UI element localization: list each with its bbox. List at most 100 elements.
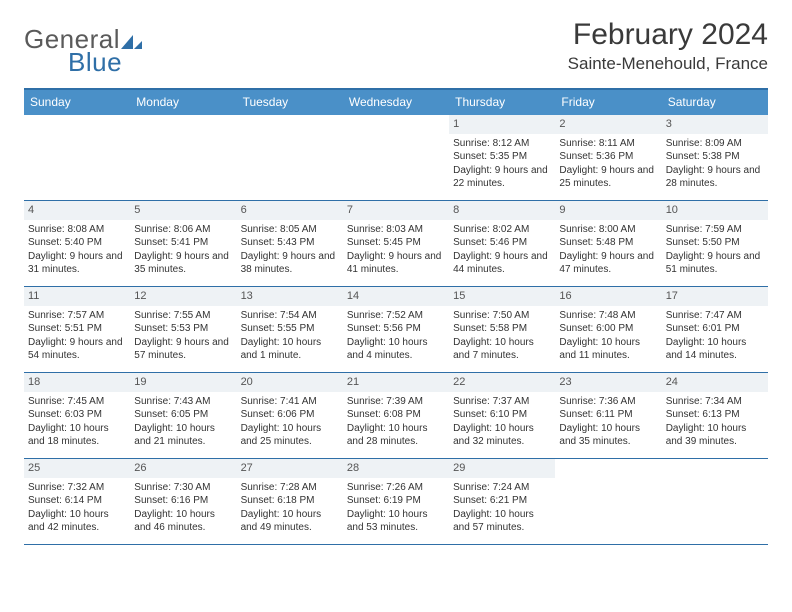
day-cell: 8 Sunrise: 8:02 AMSunset: 5:46 PMDaylight… — [449, 201, 555, 286]
sunrise-line: Sunrise: 7:54 AM — [241, 309, 339, 323]
day-body: Sunrise: 7:36 AMSunset: 6:11 PMDaylight:… — [559, 395, 657, 449]
sunrise-line: Sunrise: 7:47 AM — [666, 309, 764, 323]
sunrise-line: Sunrise: 8:11 AM — [559, 137, 657, 151]
day-cell: 12Sunrise: 7:55 AMSunset: 5:53 PMDayligh… — [130, 287, 236, 372]
day-number: 8 — [449, 201, 555, 220]
daylight-line: Daylight: 10 hours and 57 minutes. — [453, 508, 551, 535]
day-cell: 13Sunrise: 7:54 AMSunset: 5:55 PMDayligh… — [237, 287, 343, 372]
day-cell: 27Sunrise: 7:28 AMSunset: 6:18 PMDayligh… — [237, 459, 343, 544]
day-body: Sunrise: 7:39 AMSunset: 6:08 PMDaylight:… — [347, 395, 445, 449]
day-cell: 11Sunrise: 7:57 AMSunset: 5:51 PMDayligh… — [24, 287, 130, 372]
day-body: Sunrise: 8:09 AMSunset: 5:38 PMDaylight:… — [666, 137, 764, 191]
sunset-line: Sunset: 6:21 PM — [453, 494, 551, 508]
day-cell: 21Sunrise: 7:39 AMSunset: 6:08 PMDayligh… — [343, 373, 449, 458]
weeks-container: 1Sunrise: 8:12 AMSunset: 5:35 PMDaylight… — [24, 115, 768, 545]
sunset-line: Sunset: 5:53 PM — [134, 322, 232, 336]
day-cell: 22Sunrise: 7:37 AMSunset: 6:10 PMDayligh… — [449, 373, 555, 458]
title-block: February 2024 Sainte-Menehould, France — [568, 18, 768, 74]
day-body: Sunrise: 7:32 AMSunset: 6:14 PMDaylight:… — [28, 481, 126, 535]
day-number: 29 — [449, 459, 555, 478]
sunrise-line: Sunrise: 7:39 AM — [347, 395, 445, 409]
day-number: 19 — [130, 373, 236, 392]
header: GeneralBlue February 2024 Sainte-Menehou… — [24, 18, 768, 78]
dow-cell: Thursday — [449, 90, 555, 115]
day-body: Sunrise: 8:06 AMSunset: 5:41 PMDaylight:… — [134, 223, 232, 277]
day-body: Sunrise: 8:08 AMSunset: 5:40 PMDaylight:… — [28, 223, 126, 277]
sunrise-line: Sunrise: 7:36 AM — [559, 395, 657, 409]
day-cell — [24, 115, 130, 200]
daylight-line: Daylight: 9 hours and 54 minutes. — [28, 336, 126, 363]
sunrise-line: Sunrise: 7:55 AM — [134, 309, 232, 323]
day-cell — [237, 115, 343, 200]
day-body: Sunrise: 7:24 AMSunset: 6:21 PMDaylight:… — [453, 481, 551, 535]
day-number: 13 — [237, 287, 343, 306]
logo-text-blue: Blue — [68, 47, 122, 78]
day-number: 28 — [343, 459, 449, 478]
week-row: 18Sunrise: 7:45 AMSunset: 6:03 PMDayligh… — [24, 373, 768, 459]
sunset-line: Sunset: 5:56 PM — [347, 322, 445, 336]
week-row: 11Sunrise: 7:57 AMSunset: 5:51 PMDayligh… — [24, 287, 768, 373]
day-cell: 19 Sunrise: 7:43 AMSunset: 6:05 PMDayligh… — [130, 373, 236, 458]
day-cell: 29 Sunrise: 7:24 AMSunset: 6:21 PMDayligh… — [449, 459, 555, 544]
day-number: 5 — [130, 201, 236, 220]
sunrise-line: Sunrise: 7:45 AM — [28, 395, 126, 409]
day-body: Sunrise: 7:55 AMSunset: 5:53 PMDaylight:… — [134, 309, 232, 363]
day-number: 7 — [343, 201, 449, 220]
day-body: Sunrise: 8:05 AMSunset: 5:43 PMDaylight:… — [241, 223, 339, 277]
sunrise-line: Sunrise: 7:57 AM — [28, 309, 126, 323]
logo: GeneralBlue — [24, 18, 143, 78]
sunrise-line: Sunrise: 7:37 AM — [453, 395, 551, 409]
day-body: Sunrise: 7:52 AMSunset: 5:56 PMDaylight:… — [347, 309, 445, 363]
day-number: 22 — [449, 373, 555, 392]
day-cell: 18Sunrise: 7:45 AMSunset: 6:03 PMDayligh… — [24, 373, 130, 458]
day-cell — [130, 115, 236, 200]
sunset-line: Sunset: 5:36 PM — [559, 150, 657, 164]
day-body: Sunrise: 8:02 AMSunset: 5:46 PMDaylight:… — [453, 223, 551, 277]
daylight-line: Daylight: 10 hours and 11 minutes. — [559, 336, 657, 363]
daylight-line: Daylight: 9 hours and 38 minutes. — [241, 250, 339, 277]
sunset-line: Sunset: 5:41 PM — [134, 236, 232, 250]
sunrise-line: Sunrise: 7:32 AM — [28, 481, 126, 495]
day-number: 20 — [237, 373, 343, 392]
day-number: 6 — [237, 201, 343, 220]
sunrise-line: Sunrise: 7:50 AM — [453, 309, 551, 323]
day-cell: 10Sunrise: 7:59 AMSunset: 5:50 PMDayligh… — [662, 201, 768, 286]
daylight-line: Daylight: 9 hours and 22 minutes. — [453, 164, 551, 191]
sunset-line: Sunset: 6:00 PM — [559, 322, 657, 336]
sunset-line: Sunset: 5:48 PM — [559, 236, 657, 250]
sunset-line: Sunset: 6:19 PM — [347, 494, 445, 508]
day-number: 3 — [662, 115, 768, 134]
day-number: 15 — [449, 287, 555, 306]
sunset-line: Sunset: 5:55 PM — [241, 322, 339, 336]
daylight-line: Daylight: 9 hours and 25 minutes. — [559, 164, 657, 191]
sunset-line: Sunset: 5:38 PM — [666, 150, 764, 164]
day-number: 16 — [555, 287, 661, 306]
day-body: Sunrise: 7:47 AMSunset: 6:01 PMDaylight:… — [666, 309, 764, 363]
dow-cell: Saturday — [662, 90, 768, 115]
sunset-line: Sunset: 6:16 PM — [134, 494, 232, 508]
sunrise-line: Sunrise: 8:02 AM — [453, 223, 551, 237]
sunrise-line: Sunrise: 7:41 AM — [241, 395, 339, 409]
day-body: Sunrise: 8:03 AMSunset: 5:45 PMDaylight:… — [347, 223, 445, 277]
day-number: 27 — [237, 459, 343, 478]
day-cell: 16Sunrise: 7:48 AMSunset: 6:00 PMDayligh… — [555, 287, 661, 372]
day-cell: 14Sunrise: 7:52 AMSunset: 5:56 PMDayligh… — [343, 287, 449, 372]
day-cell: 1Sunrise: 8:12 AMSunset: 5:35 PMDaylight… — [449, 115, 555, 200]
daylight-line: Daylight: 9 hours and 51 minutes. — [666, 250, 764, 277]
sunrise-line: Sunrise: 7:52 AM — [347, 309, 445, 323]
sunrise-line: Sunrise: 8:12 AM — [453, 137, 551, 151]
daylight-line: Daylight: 10 hours and 28 minutes. — [347, 422, 445, 449]
sunset-line: Sunset: 6:03 PM — [28, 408, 126, 422]
sunrise-line: Sunrise: 8:08 AM — [28, 223, 126, 237]
daylight-line: Daylight: 10 hours and 14 minutes. — [666, 336, 764, 363]
sunrise-line: Sunrise: 8:05 AM — [241, 223, 339, 237]
week-row: 1Sunrise: 8:12 AMSunset: 5:35 PMDaylight… — [24, 115, 768, 201]
day-cell: 3 Sunrise: 8:09 AMSunset: 5:38 PMDaylight… — [662, 115, 768, 200]
day-cell: 17Sunrise: 7:47 AMSunset: 6:01 PMDayligh… — [662, 287, 768, 372]
sunset-line: Sunset: 5:45 PM — [347, 236, 445, 250]
day-body: Sunrise: 7:50 AMSunset: 5:58 PMDaylight:… — [453, 309, 551, 363]
daylight-line: Daylight: 9 hours and 31 minutes. — [28, 250, 126, 277]
day-body: Sunrise: 7:43 AMSunset: 6:05 PMDaylight:… — [134, 395, 232, 449]
day-cell: 7 Sunrise: 8:03 AMSunset: 5:45 PMDaylight… — [343, 201, 449, 286]
dow-cell: Tuesday — [237, 90, 343, 115]
